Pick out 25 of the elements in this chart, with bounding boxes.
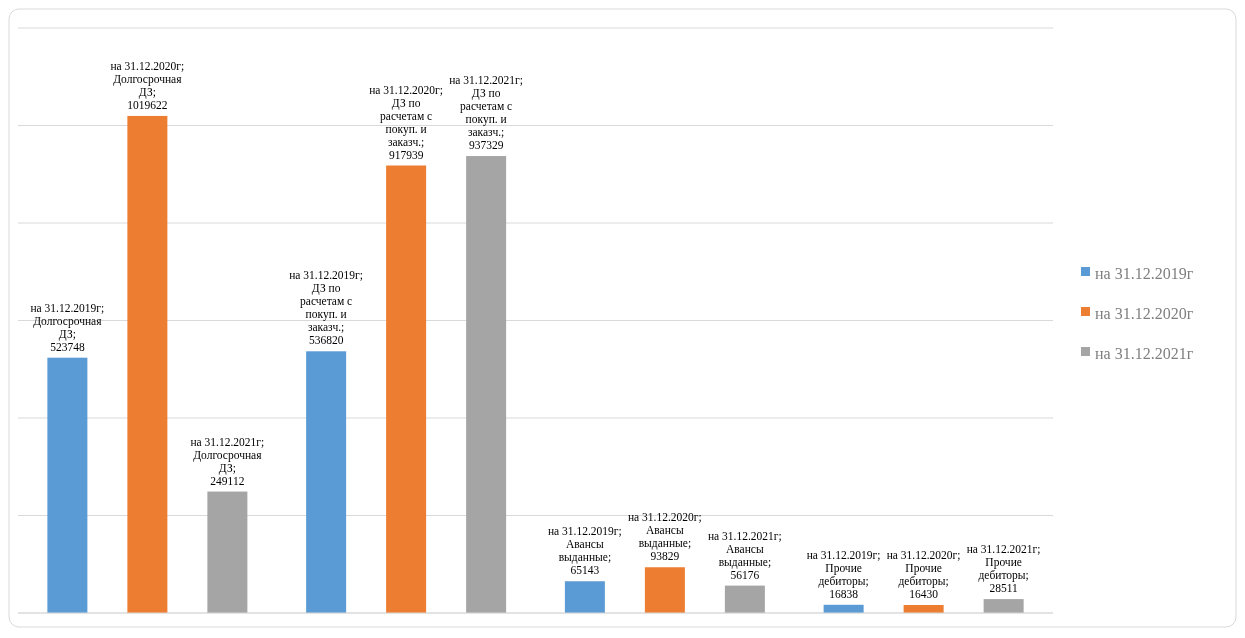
data-label: на 31.12.2021г; Авансы выданные; 56176 (707, 529, 782, 581)
data-label: на 31.12.2020г; Долгосрочная ДЗ; 1019622 (110, 59, 185, 111)
data-label: на 31.12.2020г; ДЗ по расчетам с покуп. и заказч.; 917939 (369, 83, 444, 161)
data-label: на 31.12.2021г; Прочие дебиторы; 28511 (966, 543, 1041, 595)
bar (564, 581, 605, 613)
data-label: на 31.12.2019г; Прочие дебиторы; 16838 (806, 548, 881, 600)
bar (207, 491, 248, 613)
bar (306, 351, 347, 613)
bar (466, 156, 507, 613)
data-label: на 31.12.2019г; Долгосрочная ДЗ; 523748 (30, 301, 105, 353)
bar (644, 567, 685, 613)
data-label: на 31.12.2020г; Авансы выданные; 93829 (627, 511, 702, 563)
data-label: на 31.12.2020г; Прочие дебиторы; 16430 (886, 548, 961, 600)
legend-label: на 31.12.2021г (1095, 344, 1194, 362)
data-label: на 31.12.2019г; Авансы выданные; 65143 (547, 525, 622, 577)
bar (724, 585, 765, 613)
legend-label: на 31.12.2019г (1095, 264, 1194, 282)
data-label: на 31.12.2019г; ДЗ по расчетам с покуп. и заказч.; 536820 (289, 269, 364, 347)
bar (983, 599, 1024, 613)
data-label: на 31.12.2021г; ДЗ по расчетам с покуп. и заказч.; 937329 (449, 74, 524, 152)
data-label: на 31.12.2021г; Долгосрочная ДЗ; 249112 (190, 435, 265, 487)
bar (47, 357, 88, 613)
bar (386, 165, 427, 613)
bar (127, 115, 168, 613)
legend-label: на 31.12.2020г (1095, 304, 1194, 322)
